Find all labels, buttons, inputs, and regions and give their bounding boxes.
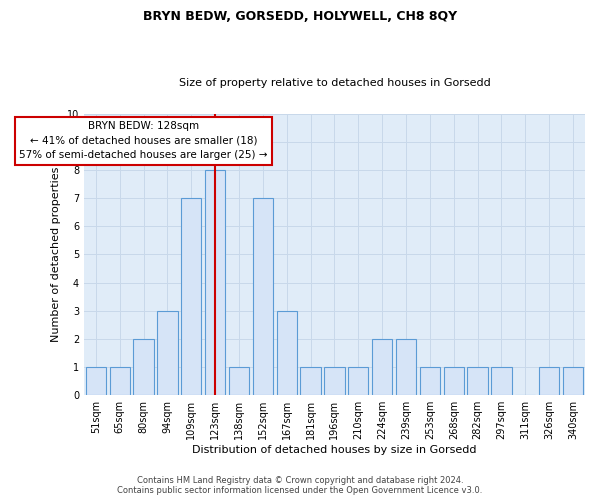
Bar xyxy=(420,367,440,395)
Bar xyxy=(539,367,559,395)
Bar xyxy=(133,339,154,395)
Bar xyxy=(443,367,464,395)
Title: Size of property relative to detached houses in Gorsedd: Size of property relative to detached ho… xyxy=(179,78,490,88)
Bar xyxy=(467,367,488,395)
Text: BRYN BEDW, GORSEDD, HOLYWELL, CH8 8QY: BRYN BEDW, GORSEDD, HOLYWELL, CH8 8QY xyxy=(143,10,457,23)
Text: BRYN BEDW: 128sqm
← 41% of detached houses are smaller (18)
57% of semi-detached: BRYN BEDW: 128sqm ← 41% of detached hous… xyxy=(19,121,268,160)
Bar xyxy=(181,198,202,395)
Bar xyxy=(110,367,130,395)
X-axis label: Distribution of detached houses by size in Gorsedd: Distribution of detached houses by size … xyxy=(192,445,476,455)
Bar xyxy=(253,198,273,395)
Bar xyxy=(205,170,225,395)
Bar xyxy=(325,367,344,395)
Bar xyxy=(277,311,297,395)
Bar xyxy=(229,367,249,395)
Bar xyxy=(396,339,416,395)
Bar xyxy=(348,367,368,395)
Bar xyxy=(157,311,178,395)
Y-axis label: Number of detached properties: Number of detached properties xyxy=(51,167,61,342)
Bar xyxy=(372,339,392,395)
Text: Contains HM Land Registry data © Crown copyright and database right 2024.
Contai: Contains HM Land Registry data © Crown c… xyxy=(118,476,482,495)
Bar xyxy=(86,367,106,395)
Bar xyxy=(301,367,321,395)
Bar xyxy=(491,367,512,395)
Bar xyxy=(563,367,583,395)
